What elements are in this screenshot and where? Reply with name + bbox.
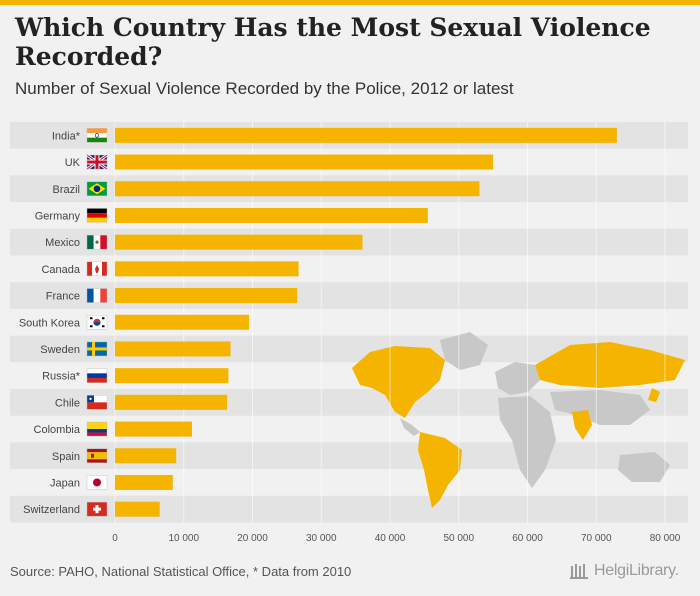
category-label: Sweden	[40, 344, 80, 356]
brazil-flag-icon	[86, 181, 108, 196]
category-label: Japan	[50, 477, 80, 489]
helgilibrary-logo[interactable]: HelgiLibrary.	[570, 562, 679, 580]
x-tick-label: 60 000	[512, 533, 543, 544]
category-label: Spain	[52, 451, 80, 463]
bar-canada[interactable]	[115, 261, 299, 277]
india-flag-icon	[86, 128, 108, 143]
x-tick-label: 70 000	[581, 533, 612, 544]
x-tick-label: 80 000	[650, 533, 681, 544]
logo-text: HelgiLibrary.	[594, 562, 679, 579]
map-greenland	[440, 332, 488, 370]
x-tick-label: 30 000	[306, 533, 337, 544]
flags-group	[86, 128, 108, 517]
map-north-america	[352, 346, 445, 418]
bar-mexico[interactable]	[115, 234, 363, 250]
map-south-america	[418, 432, 462, 508]
category-label: Germany	[35, 210, 81, 222]
bar-switzerland[interactable]	[115, 501, 160, 517]
library-columns-icon	[570, 564, 588, 579]
bar-colombia[interactable]	[115, 421, 192, 437]
bar-chile[interactable]	[115, 394, 228, 410]
chile-flag-icon	[86, 395, 108, 410]
japan-flag-icon	[86, 475, 108, 490]
category-label: Canada	[41, 264, 80, 276]
bar-sweden[interactable]	[115, 341, 231, 357]
bar-brazil[interactable]	[115, 181, 480, 197]
uk-flag-icon	[86, 153, 108, 171]
bar-india[interactable]	[115, 127, 617, 143]
map-japan	[648, 388, 660, 402]
france-flag-icon	[86, 288, 108, 303]
spain-flag-icon	[86, 448, 108, 463]
category-label: Switzerland	[23, 504, 80, 516]
bar-south-korea[interactable]	[115, 314, 250, 330]
chart-subtitle: Number of Sexual Violence Recorded by th…	[15, 79, 514, 98]
row-stripe	[10, 442, 688, 470]
map-europe	[495, 362, 540, 395]
bar-france[interactable]	[115, 288, 298, 304]
category-label: UK	[65, 157, 81, 169]
category-label: Mexico	[45, 237, 80, 249]
row-stripe	[10, 495, 688, 523]
switzerland-flag-icon	[86, 501, 108, 517]
russia-flag-icon	[86, 368, 108, 383]
sweden-flag-icon	[86, 341, 108, 357]
bar-spain[interactable]	[115, 448, 177, 464]
bar-uk[interactable]	[115, 154, 494, 170]
colombia-flag-icon	[86, 421, 108, 437]
map-australia	[618, 452, 670, 482]
x-tick-label: 40 000	[375, 533, 406, 544]
chart-title: Which Country Has the Most Sexual Violen…	[15, 13, 651, 71]
category-label: South Korea	[19, 317, 81, 329]
map-asia-south	[550, 390, 650, 425]
south-korea-flag-icon	[86, 315, 108, 330]
category-label: Colombia	[34, 424, 81, 436]
row-stripe	[10, 282, 688, 309]
x-axis-ticks: 0 10 000 20 000 30 000 40 000 50 000 60 000 70 …	[112, 533, 681, 544]
x-tick-label: 50 000	[443, 533, 474, 544]
category-label: India*	[52, 130, 81, 142]
world-map-background	[352, 332, 685, 508]
category-label: Brazil	[52, 184, 80, 196]
category-label: Russia*	[42, 371, 81, 383]
x-tick-label: 20 000	[237, 533, 268, 544]
top-accent-bar	[0, 0, 700, 5]
map-central-america	[400, 418, 420, 436]
bar-russia[interactable]	[115, 368, 229, 384]
map-russia	[535, 342, 685, 388]
category-label: France	[46, 291, 80, 303]
category-labels: India* UK Brazil Germany Mexico Canada France S…	[19, 130, 81, 516]
bars-group	[115, 127, 617, 517]
map-india	[572, 410, 592, 440]
source-note: Source: PAHO, National Statistical Offic…	[10, 564, 352, 579]
mexico-flag-icon	[86, 234, 108, 250]
bar-germany[interactable]	[115, 207, 428, 223]
x-tick-label: 10 000	[168, 533, 199, 544]
x-tick-label: 0	[112, 533, 118, 544]
category-label: Chile	[55, 397, 80, 409]
bar-japan[interactable]	[115, 474, 173, 490]
canada-flag-icon	[86, 261, 108, 277]
germany-flag-icon	[86, 208, 108, 223]
